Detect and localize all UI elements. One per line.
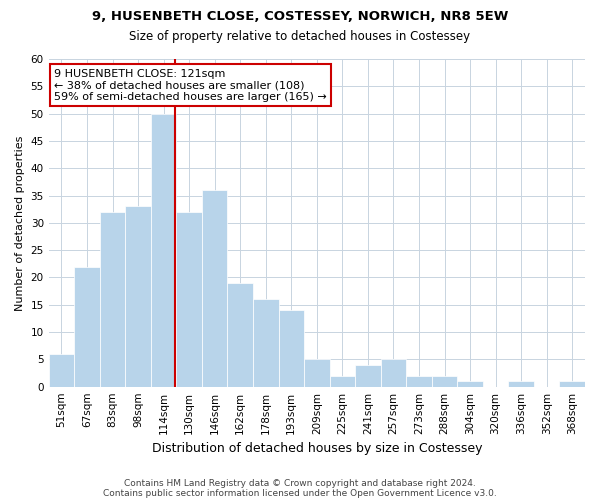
Y-axis label: Number of detached properties: Number of detached properties — [15, 135, 25, 310]
Bar — [559, 381, 585, 386]
Text: 9 HUSENBETH CLOSE: 121sqm
← 38% of detached houses are smaller (108)
59% of semi: 9 HUSENBETH CLOSE: 121sqm ← 38% of detac… — [54, 69, 327, 102]
Bar — [304, 360, 329, 386]
Bar — [49, 354, 74, 386]
Bar — [380, 360, 406, 386]
Bar — [202, 190, 227, 386]
Bar — [329, 376, 355, 386]
Bar — [125, 206, 151, 386]
Bar — [74, 266, 100, 386]
Bar — [457, 381, 483, 386]
Bar — [253, 300, 278, 386]
X-axis label: Distribution of detached houses by size in Costessey: Distribution of detached houses by size … — [152, 442, 482, 455]
Bar — [432, 376, 457, 386]
Bar — [278, 310, 304, 386]
Text: Size of property relative to detached houses in Costessey: Size of property relative to detached ho… — [130, 30, 470, 43]
Bar — [355, 365, 380, 386]
Text: 9, HUSENBETH CLOSE, COSTESSEY, NORWICH, NR8 5EW: 9, HUSENBETH CLOSE, COSTESSEY, NORWICH, … — [92, 10, 508, 23]
Bar — [508, 381, 534, 386]
Bar — [176, 212, 202, 386]
Bar — [151, 114, 176, 386]
Bar — [406, 376, 432, 386]
Bar — [100, 212, 125, 386]
Text: Contains HM Land Registry data © Crown copyright and database right 2024.: Contains HM Land Registry data © Crown c… — [124, 478, 476, 488]
Bar — [227, 283, 253, 387]
Text: Contains public sector information licensed under the Open Government Licence v3: Contains public sector information licen… — [103, 488, 497, 498]
